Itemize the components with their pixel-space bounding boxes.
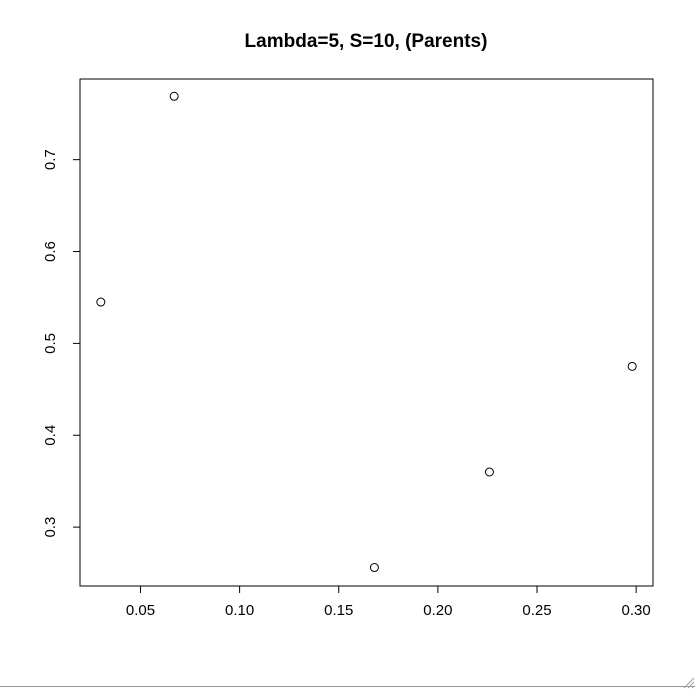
x-tick-label: 0.30 xyxy=(622,602,651,619)
y-tick-label: 0.3 xyxy=(42,517,59,538)
plot-frame xyxy=(79,78,654,587)
x-axis: 0.05 0.10 0.15 0.20 0.25 0.30 xyxy=(126,585,651,619)
data-point xyxy=(369,563,379,573)
x-tick-label: 0.10 xyxy=(225,602,254,619)
resize-grip-icon[interactable] xyxy=(681,675,695,689)
data-point xyxy=(627,361,637,371)
x-tick-label: 0.25 xyxy=(522,602,551,619)
window-bottom-border xyxy=(0,686,695,687)
y-axis: 0.3 0.4 0.5 0.6 0.7 xyxy=(42,149,81,538)
y-tick-label: 0.6 xyxy=(42,241,59,262)
y-tick-label: 0.7 xyxy=(42,149,59,170)
data-points xyxy=(96,91,637,573)
x-tick-label: 0.05 xyxy=(126,602,155,619)
x-tick-label: 0.15 xyxy=(324,602,353,619)
chart-title: Lambda=5, S=10, (Parents) xyxy=(245,31,488,52)
y-tick-label: 0.5 xyxy=(42,333,59,354)
y-tick-label: 0.4 xyxy=(42,425,59,446)
data-point xyxy=(484,467,494,477)
data-point xyxy=(96,297,106,307)
data-point xyxy=(169,91,179,101)
x-tick-label: 0.20 xyxy=(423,602,452,619)
